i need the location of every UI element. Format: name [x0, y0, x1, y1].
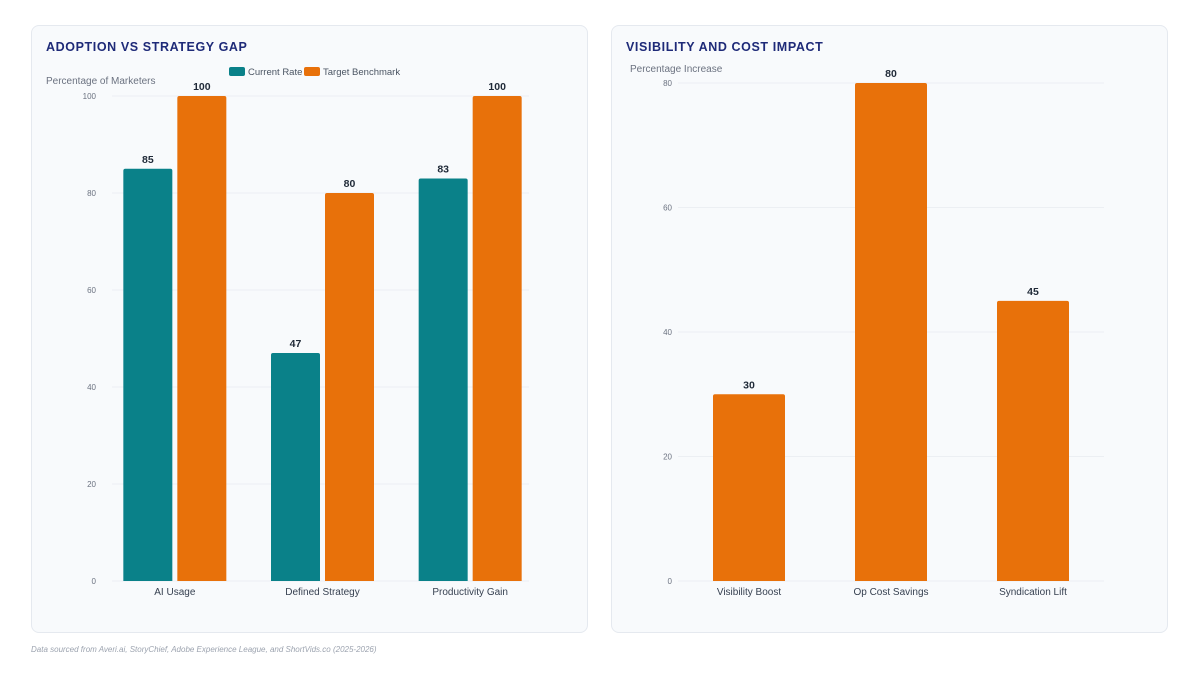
data-label: 30 — [743, 379, 755, 391]
legend-swatch-target — [304, 67, 320, 76]
y-tick-label: 40 — [663, 328, 672, 337]
chart-title: ADOPTION VS STRATEGY GAP — [46, 40, 248, 54]
y-tick-label: 80 — [87, 189, 96, 198]
y-tick-label: 0 — [668, 577, 673, 586]
adoption-chart-card: ADOPTION VS STRATEGY GAP 0 20 40 60 80 100 Per… — [31, 25, 588, 633]
y-tick-label: 60 — [87, 286, 96, 295]
data-label: 80 — [885, 68, 897, 80]
y-tick-label: 100 — [83, 92, 97, 101]
bar — [713, 394, 785, 581]
data-label: 45 — [1027, 286, 1039, 298]
x-category-label: Syndication Lift — [999, 587, 1067, 598]
adoption-chart: 0 20 40 60 80 100 Percentage of Marketers Curre… — [46, 67, 529, 598]
x-category-label: Productivity Gain — [432, 587, 508, 598]
bar — [177, 96, 227, 581]
data-label: 83 — [437, 163, 449, 175]
data-label: 80 — [344, 178, 356, 190]
x-category-label: AI Usage — [154, 587, 196, 598]
x-category-label: Op Cost Savings — [853, 587, 928, 598]
bar — [997, 300, 1069, 581]
y-tick-label: 40 — [87, 383, 96, 392]
visibility-chart-card: VISIBILITY AND COST IMPACT 0 20 40 60 80 Perc… — [611, 25, 1168, 633]
data-label: 100 — [193, 81, 211, 93]
bar — [418, 178, 468, 581]
visibility-chart: 0 20 40 60 80 Percentage Increase 30 Visibility… — [630, 64, 1104, 598]
legend-label-current: Current Rate — [248, 67, 302, 78]
y-tick-label: 60 — [663, 204, 672, 213]
bar — [325, 193, 374, 581]
chart-title: VISIBILITY AND COST IMPACT — [626, 40, 824, 54]
y-axis-title: Percentage Increase — [630, 64, 723, 75]
bar — [472, 96, 522, 581]
data-label: 85 — [142, 154, 154, 166]
y-tick-label: 0 — [92, 577, 97, 586]
legend-label-target: Target Benchmark — [323, 67, 400, 78]
x-category-label: Defined Strategy — [285, 587, 360, 598]
bar — [271, 353, 320, 581]
data-label: 47 — [290, 338, 302, 350]
y-tick-label: 80 — [663, 79, 672, 88]
y-axis-title: Percentage of Marketers — [46, 76, 156, 87]
legend-swatch-current — [229, 67, 245, 76]
bar — [855, 83, 927, 581]
x-category-label: Visibility Boost — [717, 587, 782, 598]
y-tick-label: 20 — [87, 480, 96, 489]
bar — [123, 168, 173, 581]
data-label: 100 — [488, 81, 506, 93]
source-footnote: Data sourced from Averi.ai, StoryChief, … — [31, 645, 377, 654]
y-tick-label: 20 — [663, 453, 672, 462]
